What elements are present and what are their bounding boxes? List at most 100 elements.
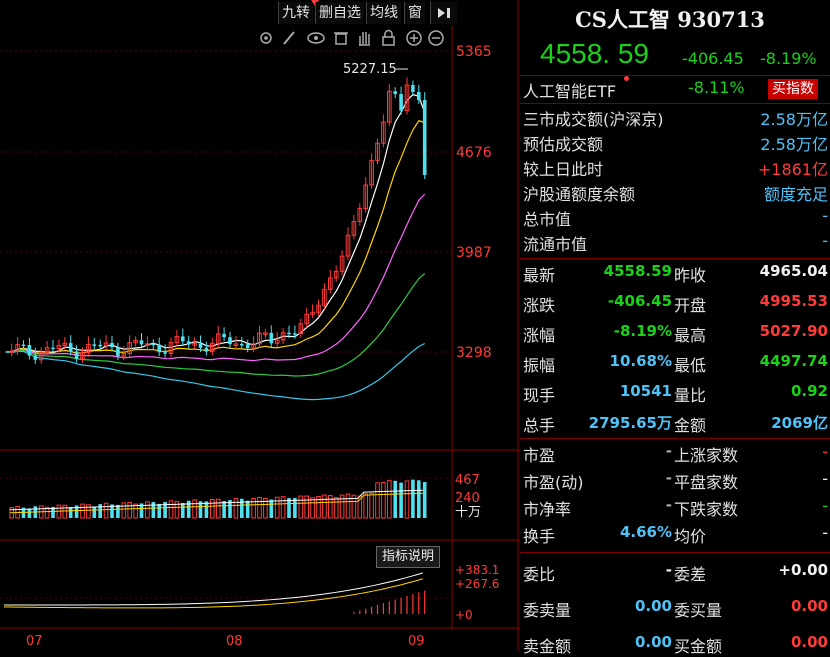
kline-candle [121, 353, 127, 357]
valuation-row: 市盈 - 上涨家数 - [522, 442, 830, 466]
kline-candle [127, 342, 133, 355]
kline-candle [163, 352, 167, 354]
volume-bar [74, 505, 79, 518]
valuation-label: 下跌家数 [674, 500, 739, 519]
window-button[interactable]: 窗 [404, 2, 425, 24]
price-change-pct: -8.19% [760, 49, 817, 68]
volume-bar [316, 495, 321, 519]
quote-label: 最新 [523, 266, 556, 285]
kline-candle [204, 347, 209, 352]
x-axis-label: 07 [26, 634, 43, 649]
kline-candle [369, 159, 374, 186]
jiuzhuan-button[interactable]: 九转 [278, 2, 313, 24]
indicator-info-button[interactable]: 指标说明 [376, 546, 441, 568]
chart-area[interactable]: 九转 删自选 均线 窗 [0, 0, 520, 651]
quote-label: 涨幅 [523, 326, 556, 345]
volume-bar [192, 499, 197, 519]
volume-bar [204, 501, 209, 518]
kline-candle [68, 343, 73, 352]
delete-watchlist-button[interactable]: 删自选 [315, 2, 364, 24]
price-change: -406.45 [682, 49, 744, 68]
kline-chart[interactable]: 5365 4676 3987 3298 5227.15 467 240 十万 +… [0, 0, 520, 651]
settings-icon[interactable] [260, 32, 272, 44]
kline-candle [103, 342, 109, 347]
volume-bar [375, 482, 380, 519]
x-axis-label: 08 [226, 634, 243, 649]
volume-ma-line [9, 489, 423, 511]
kline-candle [245, 344, 250, 349]
eye-icon[interactable] [307, 32, 325, 44]
zoom-out-icon[interactable] [428, 30, 444, 46]
market-info-label: 三市成交额(沪深京) [523, 110, 664, 129]
volume-bar [181, 502, 185, 518]
quote-value: 10.68% [609, 352, 672, 370]
valuation-row: 市净率 - 下跌家数 - [522, 496, 830, 520]
volume-bar [86, 504, 91, 519]
valuation-value: - [665, 496, 672, 514]
kline-candle [387, 90, 392, 123]
lock-icon[interactable] [382, 29, 395, 46]
volume-bar [228, 499, 232, 518]
market-info-value: - [822, 231, 828, 250]
kline-candle [257, 332, 262, 345]
kline-candle [181, 336, 185, 342]
valuation-label: 市净率 [523, 500, 572, 519]
volume-bar [68, 507, 73, 518]
ma-button[interactable]: 均线 [366, 2, 401, 24]
kline-candle [51, 347, 55, 350]
kline-candle [110, 342, 114, 348]
valuation-label: 换手 [523, 527, 556, 546]
valuation-value: - [822, 496, 828, 515]
kline-candle [44, 347, 50, 353]
volume-unit-label: 十万 [455, 505, 481, 520]
quote-label: 现手 [523, 386, 556, 405]
kline-candle [293, 333, 297, 335]
hand-icon[interactable] [359, 32, 370, 46]
quote-label: 涨跌 [523, 296, 556, 315]
quote-label: 量比 [674, 386, 707, 405]
kline-candle [27, 344, 32, 356]
kline-candle [186, 341, 191, 345]
kline-candle [222, 333, 226, 338]
pen-icon[interactable] [283, 31, 295, 45]
volume-bar [333, 497, 339, 519]
valuation-label: 平盘家数 [674, 473, 739, 492]
kline-candle [86, 343, 91, 354]
last-price: 4558. 59 [540, 38, 649, 69]
order-value: - [665, 561, 672, 579]
arrow-button[interactable] [430, 2, 457, 24]
volume-ma-line [9, 492, 423, 514]
quote-row: 现手 10541 量比 0.92 [522, 382, 830, 406]
valuation-value: 4.66% [619, 523, 672, 541]
zoom-in-icon[interactable] [406, 30, 422, 46]
valuation-row: 换手 4.66% 均价 - [522, 523, 830, 547]
trash-icon[interactable] [334, 32, 348, 45]
market-info-row: 沪股通额度余额 额度充足 [522, 181, 830, 206]
volume-bar [393, 480, 397, 518]
valuation-value: - [822, 469, 828, 488]
etf-row[interactable]: 人工智能ETF -8.11% 买指数 [522, 76, 830, 103]
quote-value: 2069亿 [771, 414, 828, 432]
volume-bar [51, 506, 55, 518]
order-label: 委比 [523, 565, 556, 584]
quote-row: 涨幅 -8.19% 最高 5027.90 [522, 322, 830, 346]
kline-candle [157, 344, 161, 353]
kline-candle [9, 350, 14, 354]
valuation-label: 上涨家数 [674, 446, 739, 465]
quote-label: 总手 [523, 416, 556, 435]
play-arrow-icon [438, 8, 450, 18]
macd-bar [365, 608, 367, 614]
kline-candle [322, 288, 327, 306]
quote-value: 4965.04 [759, 262, 828, 280]
valuation-row: 市盈(动) - 平盘家数 - [522, 469, 830, 493]
volume-bar [322, 494, 327, 519]
valuation-value: - [665, 469, 672, 487]
kline-candle [316, 304, 321, 313]
quote-value: 5027.90 [759, 322, 828, 340]
order-value: +0.00 [778, 561, 828, 579]
kline-candle [357, 207, 363, 223]
etf-dot-icon [624, 76, 629, 81]
indicator-line [4, 572, 424, 606]
buy-index-button[interactable]: 买指数 [768, 79, 818, 99]
volume-bar [351, 494, 357, 519]
